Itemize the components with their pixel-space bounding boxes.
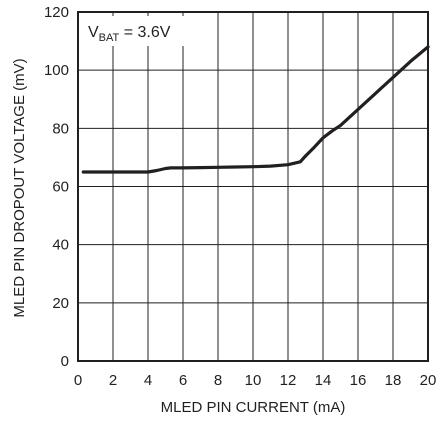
x-axis-title: MLED PIN CURRENT (mA) xyxy=(161,399,346,416)
y-axis-title: MLED PIN DROPOUT VOLTAGE (mV) xyxy=(11,58,28,317)
x-tick-label: 12 xyxy=(280,372,297,389)
y-tick-labels: 0 20 40 60 80 100 120 xyxy=(44,4,69,370)
x-tick-label: 2 xyxy=(109,372,117,389)
x-tick-labels: 0 2 4 6 8 10 12 14 16 18 20 xyxy=(74,372,437,389)
annotation-prefix: V xyxy=(88,24,99,41)
annotation-suffix: = 3.6V xyxy=(119,24,170,41)
y-tick-label: 120 xyxy=(44,4,69,21)
series-line xyxy=(81,45,430,174)
x-tick-label: 0 xyxy=(74,372,82,389)
x-tick-label: 16 xyxy=(350,372,367,389)
y-tick-label: 100 xyxy=(44,62,69,79)
x-tick-label: 6 xyxy=(179,372,187,389)
x-tick-label: 14 xyxy=(315,372,332,389)
y-tick-label: 80 xyxy=(52,120,69,137)
y-tick-label: 0 xyxy=(61,353,69,370)
annotation-subscript: BAT xyxy=(99,32,120,44)
x-tick-label: 20 xyxy=(420,372,437,389)
annotation: VBAT = 3.6V xyxy=(88,24,171,44)
y-tick-label: 40 xyxy=(52,237,69,254)
grid xyxy=(78,12,428,361)
x-tick-label: 8 xyxy=(214,372,222,389)
x-tick-label: 18 xyxy=(385,372,402,389)
plot-frame xyxy=(77,11,429,362)
y-tick-label: 60 xyxy=(52,179,69,196)
y-tick-label: 20 xyxy=(52,295,69,312)
x-tick-label: 4 xyxy=(144,372,152,389)
x-tick-label: 10 xyxy=(245,372,262,389)
annotation-backdrop xyxy=(80,16,200,46)
